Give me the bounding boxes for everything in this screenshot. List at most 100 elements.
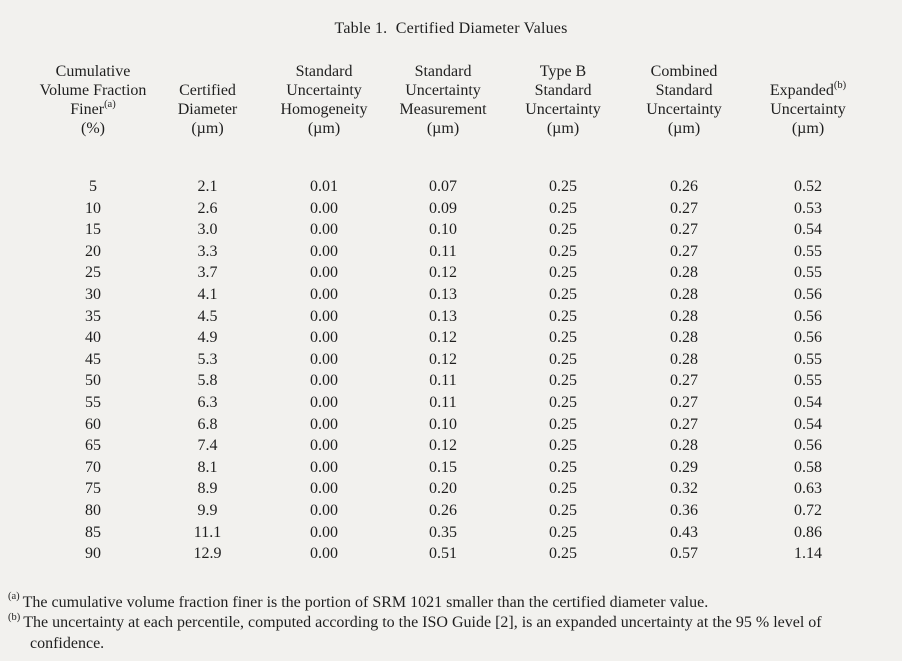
table-cell: 0.00: [310, 458, 338, 476]
table-cell: 0.25: [549, 372, 577, 390]
table-cell: 75: [85, 480, 101, 498]
column-header-line: Volume Fraction: [39, 82, 147, 99]
column-header-line: Uncertainty: [286, 82, 362, 99]
table-cell: 0.55: [794, 372, 822, 390]
table-cell: 90: [85, 545, 101, 563]
column-header-line: Standard: [295, 63, 353, 80]
table-cell: 0.55: [794, 264, 822, 282]
table-cell: 25: [85, 264, 101, 282]
column-header-line: (%): [81, 120, 105, 137]
certified-diameter-table: Cumulative Volume Fraction Finer(a) (%) Cert…: [36, 62, 871, 565]
footnote-a: (a) The cumulative volume fraction finer …: [8, 591, 709, 611]
table-cell: 0.00: [310, 285, 338, 303]
table-cell: 5.8: [197, 372, 218, 390]
table-cell: 0.25: [549, 307, 577, 325]
table-cell: 0.25: [549, 480, 577, 498]
table-row: 50 5.8 0.00 0.11 0.25 0.27 0.55: [36, 370, 871, 392]
table-cell: 4.9: [197, 329, 218, 347]
table-cell: 0.13: [429, 307, 457, 325]
table-cell: 0.25: [549, 285, 577, 303]
table-cell: 0.00: [310, 480, 338, 498]
column-header-line: Uncertainty: [405, 82, 481, 99]
table-cell: 0.53: [794, 199, 822, 217]
table-cell: 0.54: [794, 393, 822, 411]
column-header-line: Type B: [539, 63, 587, 80]
table-cell: 0.35: [429, 523, 457, 541]
table-cell: 0.55: [794, 242, 822, 260]
column-header-standard-uncertainty-measurement: Standard Uncertainty Measurement (µm): [383, 62, 503, 176]
column-header-line: Standard: [414, 63, 472, 80]
table-cell: 0.00: [310, 501, 338, 519]
table-cell: 0.25: [549, 501, 577, 519]
table-cell: 11.1: [193, 523, 222, 541]
table-cell: 0.25: [549, 221, 577, 239]
table-cell: 0.25: [549, 350, 577, 368]
table-cell: 45: [85, 350, 101, 368]
header-superscript: (a): [104, 98, 116, 110]
table-cell: 0.36: [670, 501, 698, 519]
column-header-line: Combined: [650, 63, 718, 80]
table-cell: 0.54: [794, 415, 822, 433]
table-cell: 0.26: [670, 178, 698, 195]
table-cell: 4.5: [197, 307, 218, 325]
table-cell: 0.00: [310, 350, 338, 368]
table-cell: 0.32: [670, 480, 698, 498]
table-cell: 30: [85, 285, 101, 303]
table-cell: 20: [85, 242, 101, 260]
table-cell: 0.58: [794, 458, 822, 476]
table-row: 40 4.9 0.00 0.12 0.25 0.28 0.56: [36, 327, 871, 349]
table-cell: 0.27: [670, 199, 698, 217]
table-cell: 2.6: [197, 199, 218, 217]
column-header-line: Uncertainty: [770, 101, 846, 118]
table-cell: 0.00: [310, 372, 338, 390]
table-row: 35 4.5 0.00 0.13 0.25 0.28 0.56: [36, 306, 871, 328]
table-cell: 0.11: [429, 242, 457, 260]
table-cell: 0.00: [310, 242, 338, 260]
column-header-line: Diameter: [177, 101, 238, 118]
table-cell: 0.12: [429, 329, 457, 347]
table-row: 80 9.9 0.00 0.26 0.25 0.36 0.72: [36, 500, 871, 522]
table-cell: 80: [85, 501, 101, 519]
table-cell: 0.25: [549, 178, 577, 195]
table-cell: 7.4: [197, 437, 218, 455]
table-cell: 0.01: [310, 178, 338, 195]
table-row: 65 7.4 0.00 0.12 0.25 0.28 0.56: [36, 435, 871, 457]
table-row: 70 8.1 0.00 0.15 0.25 0.29 0.58: [36, 457, 871, 479]
column-header-line: (µm): [307, 120, 341, 137]
table-cell: 0.00: [310, 437, 338, 455]
table-cell: 0.25: [549, 242, 577, 260]
table-cell: 0.00: [310, 545, 338, 563]
column-header-line: Standard: [655, 82, 713, 99]
column-header-line: (µm): [426, 120, 460, 137]
table-cell: 0.11: [429, 372, 457, 390]
table-cell: 0.43: [670, 523, 698, 541]
table-cell: 0.86: [794, 523, 822, 541]
table-cell: 0.27: [670, 242, 698, 260]
table-cell: 0.25: [549, 437, 577, 455]
table-cell: 5: [89, 178, 97, 195]
table-row: 5 2.1 0.01 0.07 0.25 0.26 0.52: [36, 176, 871, 198]
table-cell: 0.56: [794, 437, 822, 455]
table-cell: 0.57: [670, 545, 698, 563]
table-cell: 0.27: [670, 372, 698, 390]
table-cell: 0.54: [794, 221, 822, 239]
table-cell: 0.28: [670, 307, 698, 325]
table-cell: 0.07: [429, 178, 457, 195]
table-cell: 55: [85, 393, 101, 411]
table-cell: 0.29: [670, 458, 698, 476]
table-cell: 6.3: [197, 393, 218, 411]
table-cell: 15: [85, 221, 101, 239]
table-cell: 0.25: [549, 329, 577, 347]
table-row: 20 3.3 0.00 0.11 0.25 0.27 0.55: [36, 241, 871, 263]
column-header-line: Finer(a): [70, 98, 116, 118]
column-header-line: Homogeneity: [280, 101, 368, 118]
column-header-line: Measurement: [399, 101, 487, 118]
table-cell: 8.9: [197, 480, 218, 498]
table-cell: 0.11: [429, 393, 457, 411]
table-cell: 0.56: [794, 285, 822, 303]
table-cell: 0.15: [429, 458, 457, 476]
table-row: 75 8.9 0.00 0.20 0.25 0.32 0.63: [36, 478, 871, 500]
table-cell: 0.00: [310, 393, 338, 411]
table-cell: 9.9: [197, 501, 218, 519]
